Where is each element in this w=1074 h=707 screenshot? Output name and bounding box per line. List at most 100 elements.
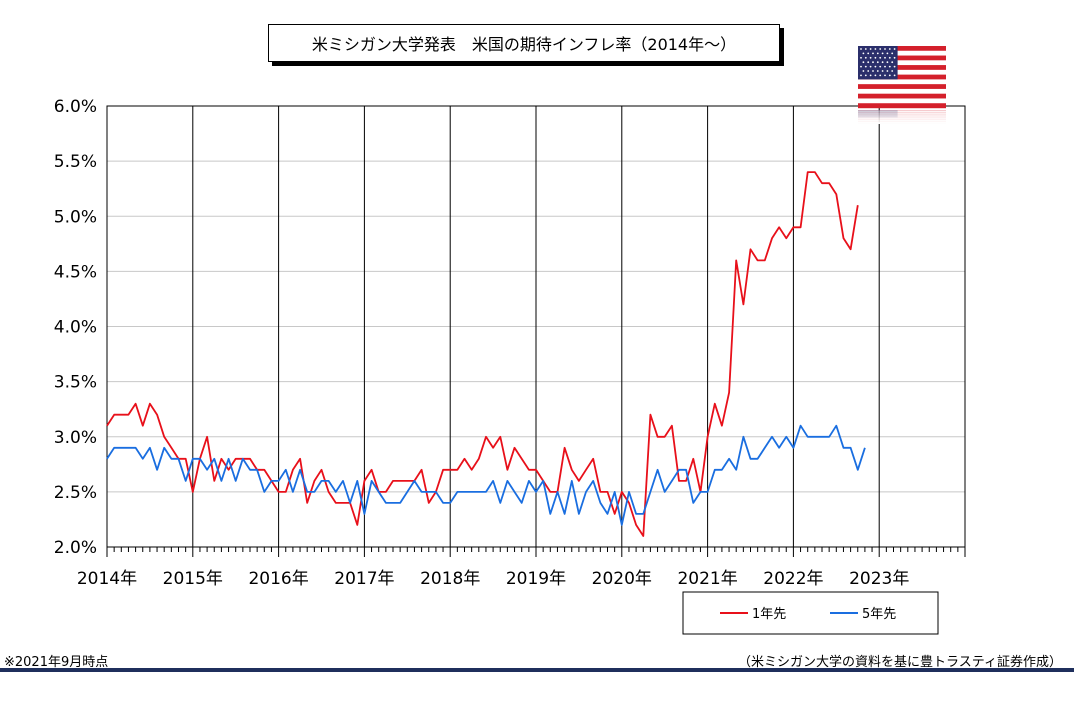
flag-star xyxy=(869,56,872,59)
flag-stripe xyxy=(858,46,946,51)
flag-star xyxy=(876,61,879,64)
flag-star xyxy=(874,56,877,59)
flag-star xyxy=(879,74,882,77)
flag-stripe xyxy=(858,65,946,71)
flag-stripe xyxy=(858,50,946,56)
y-tick-label: 5.5% xyxy=(54,152,97,172)
x-tick-label: 2020年 xyxy=(592,569,652,589)
footer-bar xyxy=(0,668,1074,672)
flag-star xyxy=(867,61,870,64)
flag-star xyxy=(874,48,877,50)
flag-stripe xyxy=(858,93,946,99)
flag-star xyxy=(879,48,882,50)
flag-star xyxy=(881,70,884,72)
y-tick-label: 2.0% xyxy=(54,538,97,558)
chart-title: 米ミシガン大学発表 米国の期待インフレ率（2014年～） xyxy=(268,24,780,62)
flag-star xyxy=(888,48,891,50)
flag-star xyxy=(881,61,884,64)
flag-star xyxy=(881,52,884,55)
flag-star xyxy=(893,74,896,77)
source-note: （米ミシガン大学の資料を基に豊トラスティ証券作成） xyxy=(738,655,1062,670)
y-tick-label: 2.5% xyxy=(54,483,97,503)
y-tick-label: 5.0% xyxy=(54,207,97,227)
flag-star xyxy=(872,52,874,55)
series-line-5y xyxy=(106,424,866,526)
x-tick-label: 2015年 xyxy=(163,569,223,589)
flag-star xyxy=(893,56,896,59)
flag-star xyxy=(884,65,886,68)
flag-star xyxy=(864,65,867,68)
grid-layer xyxy=(107,106,965,547)
flag-star xyxy=(884,48,886,50)
legend-box xyxy=(682,591,939,635)
flag-star xyxy=(891,52,894,55)
flag-star xyxy=(867,52,870,55)
flag-star xyxy=(862,70,865,72)
x-tick-label: 2021年 xyxy=(677,569,737,589)
flag-star xyxy=(860,56,862,59)
flag-star xyxy=(888,65,891,68)
flag-stripe xyxy=(858,55,946,61)
y-tick-label: 3.5% xyxy=(54,373,97,393)
flag-stripe xyxy=(858,88,946,94)
y-tick-label: 3.0% xyxy=(54,428,97,448)
flag-star xyxy=(864,56,867,59)
flag-star xyxy=(888,56,891,59)
flag-star xyxy=(869,65,872,68)
flag-star xyxy=(862,52,865,55)
flag-star xyxy=(874,74,877,77)
flag-star xyxy=(869,74,872,77)
axis-layer: 2.0% 2.5% 3.0% 3.5% 4.0% 4.5% 5.0% 5.5% 6.0% 2014… xyxy=(54,97,966,589)
flag-star xyxy=(879,56,882,59)
x-tick-label: 2014年 xyxy=(77,569,137,589)
flag-star xyxy=(864,48,867,50)
flag-star xyxy=(860,74,862,77)
x-tick-label: 2018年 xyxy=(420,569,480,589)
flag-star xyxy=(893,48,896,50)
x-tick-label: 2017年 xyxy=(334,569,394,589)
flag-stripe xyxy=(858,69,946,75)
x-tick-label: 2022年 xyxy=(763,569,823,589)
legend-label-5y: 5年先 xyxy=(862,607,896,622)
legend: 1年先 5年先 xyxy=(682,591,939,635)
series-layer xyxy=(106,171,866,537)
flag-star xyxy=(891,61,894,64)
x-tick-label: 2023年 xyxy=(849,569,909,589)
flag-star xyxy=(884,56,886,59)
legend-label-1y: 1年先 xyxy=(752,607,786,622)
flag-star xyxy=(886,52,889,55)
flag-star xyxy=(891,70,894,72)
flag-stripe xyxy=(858,84,946,90)
flag-star xyxy=(860,65,862,68)
flag-star xyxy=(879,65,882,68)
flag-stripe xyxy=(858,103,946,109)
flag-star xyxy=(886,70,889,72)
flag-star xyxy=(886,61,889,64)
flag-star xyxy=(876,70,879,72)
flag-star xyxy=(867,70,870,72)
us-flag-icon xyxy=(858,46,946,124)
y-tick-label: 4.5% xyxy=(54,262,97,282)
flag-stripe xyxy=(858,79,946,85)
flag-star xyxy=(888,74,891,77)
series-line-1y xyxy=(106,171,859,537)
flag-stripe xyxy=(858,98,946,104)
flag-star xyxy=(869,48,872,50)
y-tick-label: 6.0% xyxy=(54,97,97,117)
flag-star xyxy=(860,48,862,50)
y-tick-label: 4.0% xyxy=(54,318,97,338)
flag-star xyxy=(872,70,874,72)
footnote-date: ※2021年9月時点 xyxy=(4,655,109,670)
flag-star xyxy=(884,74,886,77)
x-tick-label: 2019年 xyxy=(506,569,566,589)
x-tick-label: 2016年 xyxy=(248,569,308,589)
flag-star xyxy=(862,61,865,64)
flag-stripe xyxy=(858,60,946,66)
flag-stripe xyxy=(858,74,946,80)
flag-star xyxy=(872,61,874,64)
flag-star xyxy=(864,74,867,77)
flag-star xyxy=(876,52,879,55)
flag-star xyxy=(893,65,896,68)
flag-star xyxy=(874,65,877,68)
